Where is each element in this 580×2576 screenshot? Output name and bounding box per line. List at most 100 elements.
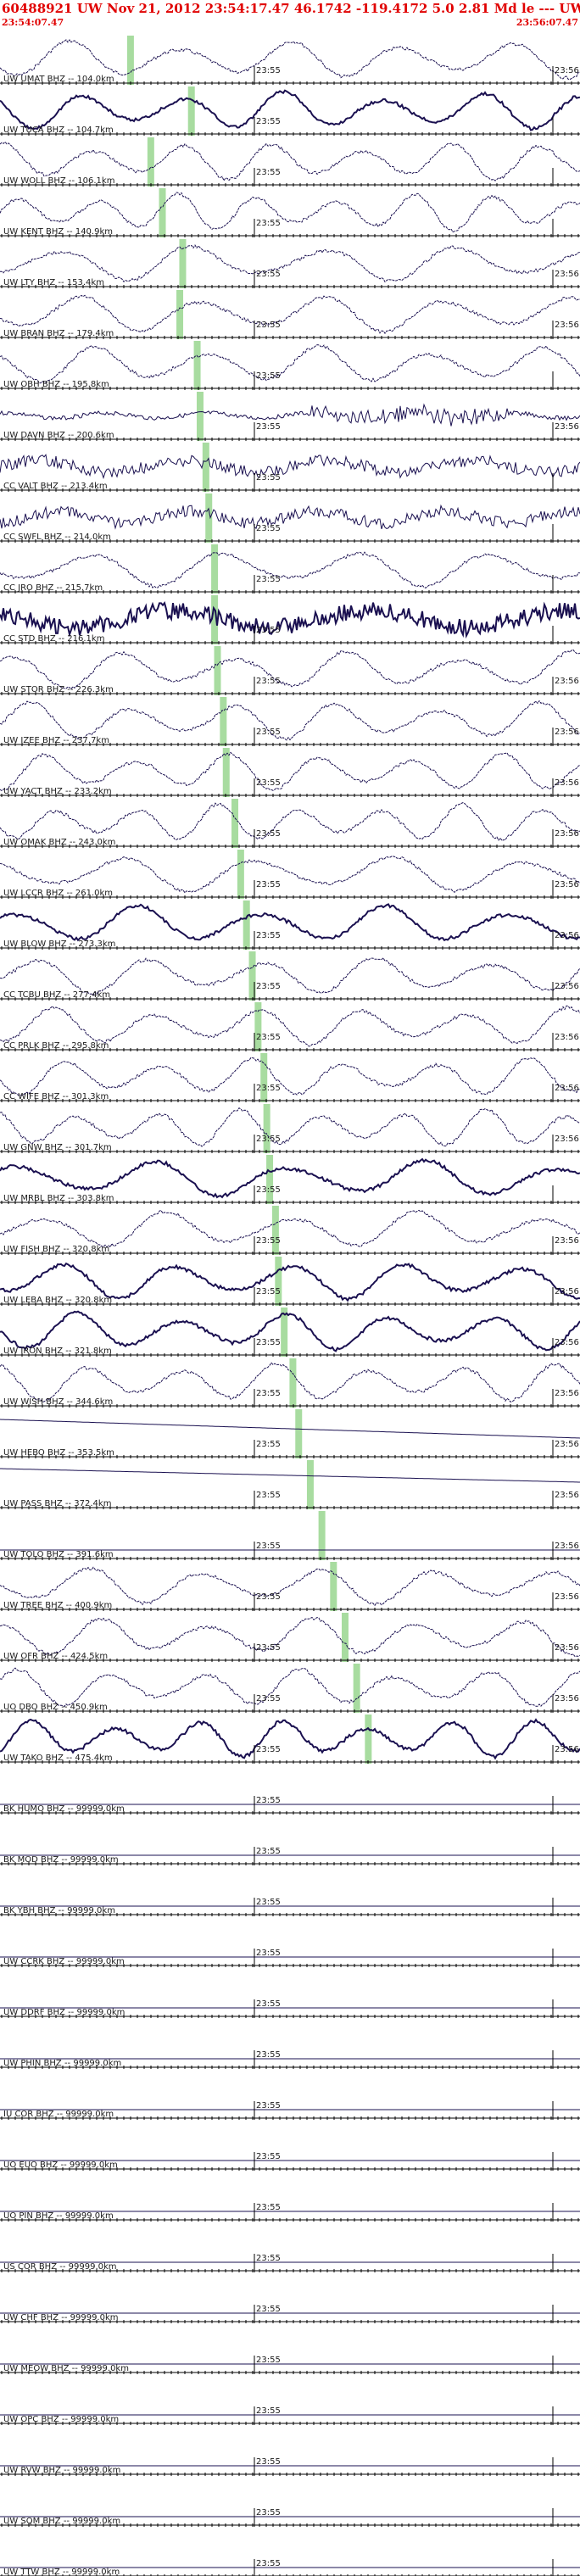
minute-label-2355: 23:55: [256, 626, 281, 635]
axis-ticks: [1, 1201, 579, 1204]
waveform-trace: [0, 1057, 580, 1096]
minute-label-2355: 23:55: [256, 1592, 281, 1602]
axis-ticks: [1, 2218, 579, 2222]
station-label: CC TCBU BHZ -- 277.4km: [3, 990, 110, 1000]
minute-label-2355: 23:55: [256, 1949, 281, 1958]
minute-label-2356: 23:56: [555, 1084, 579, 1093]
minute-label-2355: 23:55: [256, 66, 281, 75]
minute-label-2355: 23:55: [256, 117, 281, 126]
minute-label-2355: 23:55: [256, 473, 281, 482]
waveform-trace: [0, 1157, 580, 1199]
station-label: UW LCCR BHZ -- 261.0km: [3, 889, 113, 898]
waveform-trace: [0, 1262, 580, 1302]
station-label: US COR BHZ -- 99999.0km: [3, 2262, 117, 2272]
minute-label-2355: 23:55: [256, 880, 281, 889]
axis-ticks: [1, 1760, 579, 1764]
minute-label-2355: 23:55: [256, 1491, 281, 1500]
station-label: UW OMAK BHZ -- 243.0km: [3, 838, 115, 847]
minute-label-2355: 23:55: [256, 1440, 281, 1449]
minute-label-2356: 23:56: [555, 1491, 579, 1500]
minute-label-2356: 23:56: [555, 270, 579, 279]
minute-label-2355: 23:55: [256, 371, 281, 381]
axis-ticks: [1, 1659, 579, 1662]
minute-label-2356: 23:56: [555, 1033, 579, 1042]
minute-label-2356: 23:56: [555, 1236, 579, 1246]
pick-marker: [295, 1409, 303, 1458]
station-label: UW DAVN BHZ -- 200.6km: [3, 431, 114, 440]
waveform-trace: [0, 551, 580, 588]
minute-label-2355: 23:55: [256, 1847, 281, 1856]
pick-marker: [231, 799, 239, 848]
pick-marker: [318, 1511, 326, 1560]
minute-label-2355: 23:55: [256, 1643, 281, 1653]
station-label: BK YBH BHZ -- 99999.0km: [3, 1906, 115, 1915]
axis-ticks: [1, 438, 579, 441]
station-label: UW TUCA BHZ -- 104.7km: [3, 125, 114, 135]
waveform-trace: [0, 1718, 580, 1760]
station-label: CC WIFE BHZ -- 301.3km: [3, 1092, 109, 1101]
axis-ticks: [1, 641, 579, 644]
waveform-trace: [0, 957, 580, 996]
minute-label-2355: 23:55: [256, 2559, 281, 2568]
minute-label-2356: 23:56: [555, 677, 579, 686]
station-label: UW PHIN BHZ -- 99999.0km: [3, 2059, 121, 2068]
station-label: BK HUMO BHZ -- 99999.0km: [3, 1804, 125, 1814]
waveform-trace: [0, 504, 580, 530]
axis-ticks: [1, 1099, 579, 1102]
minute-label-2355: 23:55: [256, 1999, 281, 2009]
minute-label-2356: 23:56: [555, 66, 579, 75]
start-time-label: 23:54:07.47: [2, 17, 64, 28]
minute-label-2356: 23:56: [555, 422, 579, 432]
pick-marker: [260, 1053, 268, 1102]
station-label: UW IRON BHZ -- 321.8km: [3, 1347, 112, 1356]
minute-label-2355: 23:55: [256, 2356, 281, 2365]
minute-label-2356: 23:56: [555, 321, 579, 330]
pick-marker: [266, 1155, 274, 1204]
minute-label-2355: 23:55: [256, 1236, 281, 1246]
minute-label-2355: 23:55: [256, 931, 281, 940]
minute-label-2356: 23:56: [555, 1440, 579, 1449]
minute-label-2355: 23:55: [256, 1287, 281, 1296]
minute-label-2355: 23:55: [256, 524, 281, 533]
axis-ticks: [1, 1506, 579, 1509]
axis-ticks: [1, 743, 579, 746]
station-label: UW PASS BHZ -- 372.4km: [3, 1499, 111, 1508]
axis-ticks: [1, 1964, 579, 1967]
minute-label-2355: 23:55: [256, 1338, 281, 1347]
station-label: UW SQM BHZ -- 99999.0km: [3, 2517, 120, 2526]
waveform-trace: [0, 1419, 580, 1439]
minute-label-2355: 23:55: [256, 1542, 281, 1551]
station-label: UW MRBL BHZ -- 303.8km: [3, 1194, 114, 1203]
pick-marker: [211, 595, 219, 644]
pick-marker: [365, 1715, 372, 1764]
minute-label-2356: 23:56: [555, 1389, 579, 1398]
minute-label-2355: 23:55: [256, 982, 281, 991]
axis-ticks: [1, 1353, 579, 1357]
pick-marker: [196, 392, 204, 441]
minute-label-2356: 23:56: [555, 880, 579, 889]
station-label: UW TTW BHZ -- 99999.0km: [3, 2568, 120, 2576]
axis-ticks: [1, 692, 579, 695]
axis-ticks: [1, 2269, 579, 2272]
waveform-trace: [0, 856, 580, 894]
axis-ticks: [1, 2167, 579, 2171]
station-label: UW CHF BHZ -- 99999.0km: [3, 2313, 119, 2322]
station-label: UW DDRF BHZ -- 99999.0km: [3, 2008, 125, 2017]
station-label: UO PIN BHZ -- 99999.0km: [3, 2211, 114, 2221]
pick-marker: [147, 137, 154, 187]
waveform-trace: [0, 294, 580, 334]
minute-label-2355: 23:55: [256, 1185, 281, 1195]
station-label: UW MEOW BHZ -- 99999.0km: [3, 2364, 129, 2373]
waveform-trace: [0, 1566, 580, 1607]
station-label: UW LTY BHZ -- 153.4km: [3, 278, 104, 287]
pick-marker: [275, 1257, 282, 1306]
waveform-trace: [0, 344, 580, 384]
station-label: UW BRAN BHZ -- 179.4km: [3, 329, 114, 338]
minute-label-2356: 23:56: [555, 1542, 579, 1551]
axis-ticks: [1, 1913, 579, 1916]
waveform-trace: [0, 1616, 580, 1658]
waveform-trace: [0, 141, 580, 181]
axis-ticks: [1, 2015, 579, 2018]
axis-ticks: [1, 2523, 579, 2527]
station-label: BK MOD BHZ -- 99999.0km: [3, 1855, 119, 1865]
